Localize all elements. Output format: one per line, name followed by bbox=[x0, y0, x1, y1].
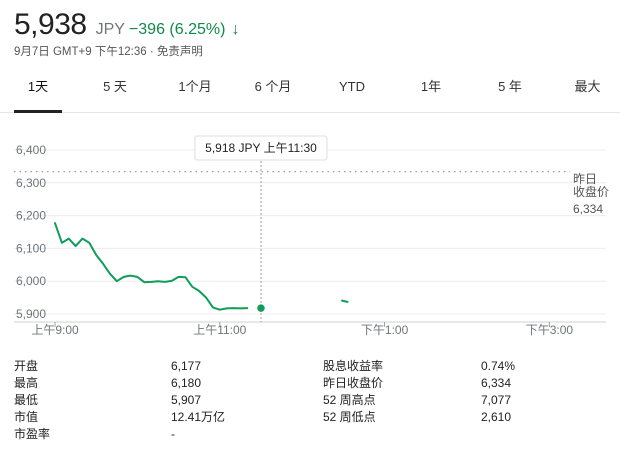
previous-close-value: 6,334 bbox=[573, 202, 603, 216]
hover-point bbox=[255, 302, 267, 314]
tab-5d[interactable]: 5 天 bbox=[103, 79, 127, 94]
tab-1d[interactable]: 1天 bbox=[14, 72, 62, 113]
current-price: 5,938 bbox=[14, 8, 87, 41]
price-series-line bbox=[341, 299, 349, 303]
tab-ytd[interactable]: YTD bbox=[339, 79, 365, 94]
separator-dot: · bbox=[149, 46, 157, 58]
y-tick-label: 6,200 bbox=[16, 209, 46, 223]
quote-header: 5,938 JPY −396 (6.25%) ↓ bbox=[14, 8, 239, 44]
stat-value: 6,177 bbox=[171, 359, 202, 373]
y-tick-label: 5,900 bbox=[16, 307, 46, 321]
stat-label: 市盈率 bbox=[14, 427, 51, 441]
previous-close-label-line: 收盘价 bbox=[573, 184, 609, 199]
tab-5y[interactable]: 5 年 bbox=[498, 79, 522, 94]
quote-timestamp: 9月7日 GMT+9 下午12:36 bbox=[14, 46, 147, 58]
tab-6m[interactable]: 6 个月 bbox=[254, 79, 292, 94]
x-tick-label: 上午9:00 bbox=[31, 323, 79, 337]
stat-label: 最低 bbox=[14, 393, 39, 407]
stat-label: 52 周高点 bbox=[323, 393, 376, 407]
stat-label: 市值 bbox=[14, 410, 39, 424]
price-change: −396 (6.25%) bbox=[128, 21, 226, 38]
stat-value: 2,610 bbox=[481, 410, 512, 424]
stat-value: 7,077 bbox=[481, 393, 512, 407]
price-series-line bbox=[54, 222, 249, 311]
tab-max[interactable]: 最大 bbox=[574, 79, 601, 94]
tooltip-text: 5,918 JPY 上午11:30 bbox=[205, 141, 317, 155]
tab-1m[interactable]: 1个月 bbox=[178, 79, 212, 94]
stat-value: 5,907 bbox=[171, 393, 202, 407]
stat-value: 12.41万亿 bbox=[171, 410, 226, 424]
y-tick-label: 6,300 bbox=[16, 176, 46, 190]
range-tabs: 1天 5 天 1个月 6 个月 YTD 1年 5 年 最大 bbox=[0, 72, 620, 113]
y-tick-label: 6,100 bbox=[16, 241, 46, 255]
price-chart[interactable]: 6,400 6,300 6,200 6,100 6,000 5,900 上午9:00 上午11… bbox=[0, 113, 620, 343]
y-tick-label: 6,000 bbox=[16, 274, 46, 288]
x-tick-label: 上午11:00 bbox=[193, 323, 246, 337]
stat-label: 52 周低点 bbox=[323, 410, 376, 424]
quote-meta: 9月7日 GMT+9 下午12:36 · 免责声明 bbox=[14, 43, 203, 59]
stat-label: 开盘 bbox=[14, 359, 39, 373]
stat-value: 6,334 bbox=[481, 376, 512, 390]
x-tick-label: 下午3:00 bbox=[526, 323, 574, 337]
stat-value: 0.74% bbox=[481, 359, 516, 373]
tab-1y[interactable]: 1年 bbox=[420, 79, 442, 94]
currency-code: JPY bbox=[95, 21, 125, 38]
down-arrow-icon: ↓ bbox=[231, 21, 240, 38]
stat-label: 股息收益率 bbox=[323, 359, 384, 373]
y-tick-label: 6,400 bbox=[16, 143, 46, 157]
x-tick-label: 下午1:00 bbox=[361, 323, 409, 337]
previous-close-label-line: 昨日 bbox=[573, 172, 597, 186]
disclaimer-link[interactable]: 免责声明 bbox=[156, 46, 203, 58]
tooltip-box bbox=[194, 135, 328, 161]
previous-close-label: 昨日收盘价 bbox=[573, 172, 609, 199]
stat-value: 6,180 bbox=[171, 376, 202, 390]
stat-label: 最高 bbox=[14, 376, 39, 390]
stat-value: - bbox=[171, 427, 175, 441]
stat-label: 昨日收盘价 bbox=[323, 376, 384, 390]
